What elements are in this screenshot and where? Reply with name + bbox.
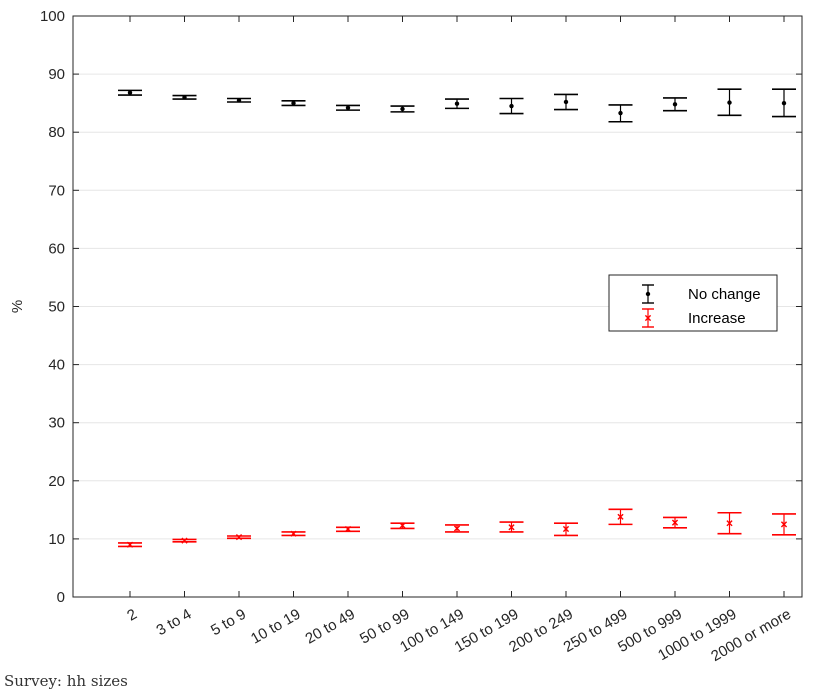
legend-item-no-change: No change: [642, 284, 761, 304]
y-tick-label: 10: [48, 531, 65, 548]
x-tick-label: 5 to 9: [208, 606, 249, 639]
marker-stroke: [644, 314, 652, 322]
data-point: [671, 519, 679, 526]
y-axis: 0 10 20 30 40 50 60 70 80 90 100%: [9, 8, 802, 606]
data-point: [644, 314, 652, 322]
legend-box: [608, 274, 778, 332]
y-tick-label: 20: [48, 473, 65, 490]
marker-stroke: [235, 534, 243, 541]
x-tick-label: 10 to 19: [248, 606, 303, 648]
grid-lines: [73, 73, 802, 540]
data-point: [399, 522, 406, 529]
x-tick-label: 2: [124, 606, 140, 625]
data-point: [562, 525, 570, 533]
plot-frame: [72, 15, 803, 598]
data-point: [345, 105, 351, 110]
data-point: [344, 525, 352, 533]
data-point: [726, 520, 733, 527]
legend-item-increase: Increase: [642, 308, 746, 328]
y-tick-label: 70: [48, 182, 65, 199]
data-point: [126, 541, 134, 548]
y-tick-label: 30: [48, 415, 65, 432]
y-tick-label: 100: [40, 8, 65, 25]
data-point: [236, 98, 242, 103]
marker-stroke: [780, 521, 788, 528]
series-increase: [118, 508, 796, 548]
data-point: [509, 103, 514, 109]
marker-stroke: [453, 525, 461, 532]
data-point: [563, 99, 569, 105]
marker-stroke: [562, 525, 570, 533]
data-point: [672, 102, 678, 107]
data-point: [182, 95, 187, 100]
data-point: [235, 534, 243, 541]
marker-stroke: [290, 530, 297, 537]
marker-stroke: [399, 522, 406, 529]
data-point: [127, 90, 133, 95]
data-point: [508, 524, 515, 531]
data-point: [727, 100, 732, 105]
data-point: [291, 100, 296, 106]
data-point: [454, 101, 460, 106]
legend-label: No change: [688, 286, 761, 303]
marker-stroke: [181, 537, 188, 544]
data-point: [645, 291, 651, 297]
marker-stroke: [671, 519, 679, 526]
data-point: [617, 513, 624, 520]
marker-stroke: [617, 513, 624, 520]
data-point: [618, 110, 623, 116]
x-tick-label: 20 to 49: [303, 606, 358, 648]
marker-stroke: [508, 524, 515, 531]
figure-caption: Survey: hh sizes: [4, 672, 128, 690]
y-axis-label: %: [9, 300, 26, 313]
y-tick-label: 0: [57, 589, 65, 606]
data-point: [181, 537, 188, 544]
marker-stroke: [344, 525, 352, 533]
legend-label: Increase: [688, 310, 746, 327]
data-point: [453, 525, 461, 532]
y-tick-label: 50: [48, 299, 65, 316]
data-point: [780, 521, 788, 528]
x-tick-label: 3 to 4: [153, 606, 194, 639]
data-point: [290, 530, 297, 537]
data-point: [781, 100, 787, 106]
series-no-change: [118, 88, 796, 123]
marker-stroke: [126, 541, 134, 548]
data-point: [400, 106, 405, 112]
legend: No change Increase: [608, 274, 778, 332]
marker-stroke: [726, 520, 733, 527]
y-tick-label: 90: [48, 66, 65, 83]
y-tick-label: 40: [48, 357, 65, 374]
y-tick-label: 80: [48, 124, 65, 141]
y-tick-label: 60: [48, 240, 65, 257]
